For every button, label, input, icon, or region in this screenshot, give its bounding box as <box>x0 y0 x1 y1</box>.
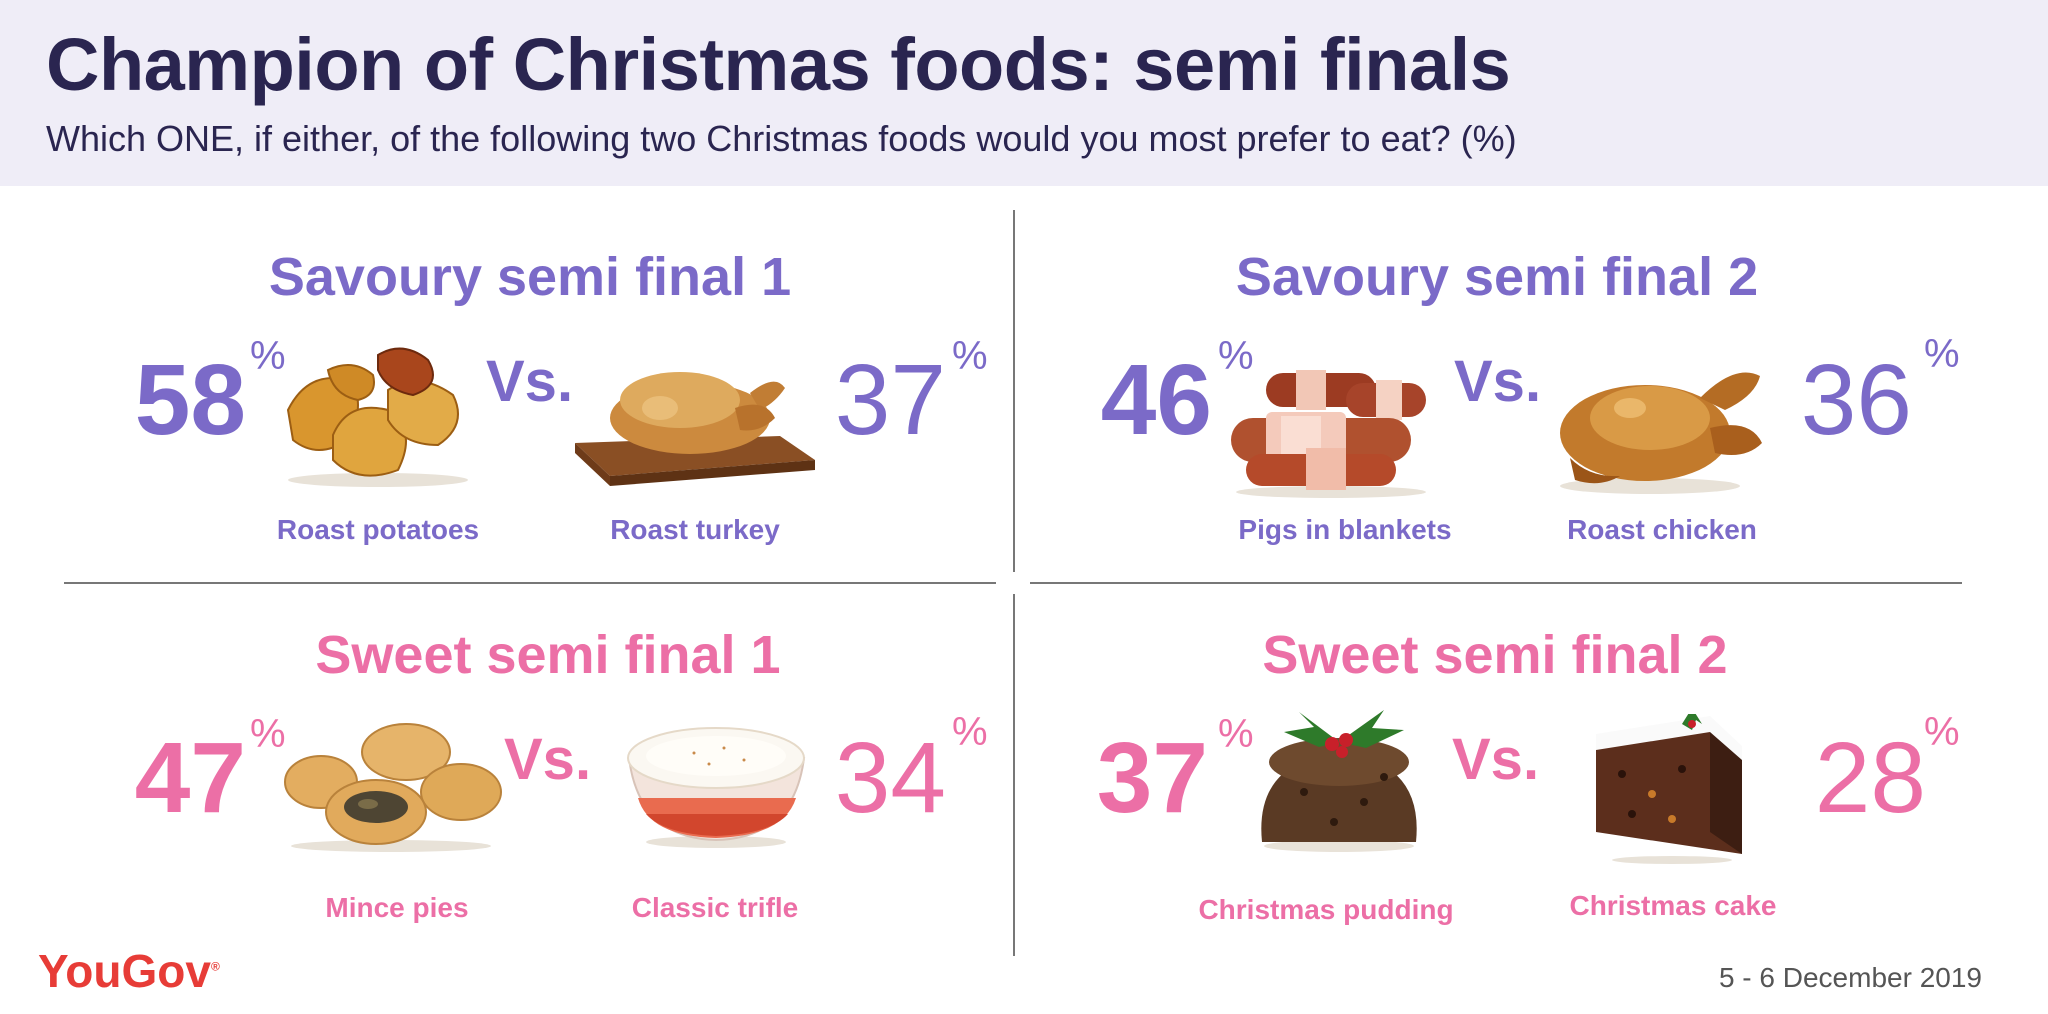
vertical-divider-top <box>1013 210 1015 572</box>
registered-mark: ® <box>210 959 220 974</box>
yougov-logo: YouGov® <box>38 944 220 998</box>
matchup-title: Sweet semi final 1 <box>315 625 781 685</box>
percent-sign: % <box>1218 334 1254 378</box>
percent-sign: % <box>1218 712 1254 756</box>
percent-sign: % <box>1924 332 1960 376</box>
matchup-title: Savoury semi final 1 <box>268 247 792 307</box>
mince-pies-icon <box>284 723 502 852</box>
winner-percentage: 37 <box>1096 722 1208 834</box>
food-label: Christmas cake <box>1569 890 1777 921</box>
food-label: Christmas pudding <box>1198 894 1454 925</box>
food-label: Pigs in blankets <box>1238 514 1452 545</box>
roast-chicken-icon <box>1560 372 1762 494</box>
runner-up-percentage: 36 <box>1800 344 1912 456</box>
classic-trifle-icon <box>627 727 806 848</box>
roast-potatoes-icon <box>286 347 468 487</box>
matchup-title: Savoury semi final 2 <box>1235 247 1759 307</box>
vertical-divider-bottom <box>1013 594 1015 956</box>
horizontal-divider-right <box>1030 582 1962 584</box>
food-label: Roast chicken <box>1567 514 1757 545</box>
runner-up-percentage: 28 <box>1814 722 1926 834</box>
horizontal-divider-left <box>64 582 996 584</box>
header-banner: Champion of Christmas foods: semi finals… <box>0 0 2048 186</box>
page-subtitle: Which ONE, if either, of the following t… <box>46 118 1517 159</box>
matchup-title: Sweet semi final 2 <box>1262 625 1728 685</box>
winner-percentage: 46 <box>1100 344 1212 456</box>
percent-sign: % <box>952 334 988 378</box>
food-label: Classic trifle <box>631 892 799 923</box>
pigs-in-blankets-icon <box>1231 370 1426 498</box>
vs-label: Vs. <box>1452 727 1540 792</box>
christmas-pudding-icon <box>1261 710 1417 852</box>
vs-label: Vs. <box>486 349 574 414</box>
percent-sign: % <box>1924 710 1960 754</box>
vs-label: Vs. <box>1454 349 1542 414</box>
food-label: Roast turkey <box>610 514 780 545</box>
winner-percentage: 58 <box>134 344 246 456</box>
food-label: Roast potatoes <box>276 514 480 545</box>
winner-percentage: 47 <box>134 722 246 834</box>
food-label: Mince pies <box>325 892 469 923</box>
roast-turkey-icon <box>575 372 815 486</box>
vs-label: Vs. <box>504 727 592 792</box>
percent-sign: % <box>250 712 286 756</box>
christmas-cake-icon <box>1596 714 1742 864</box>
percent-sign: % <box>952 710 988 754</box>
percent-sign: % <box>250 334 286 378</box>
page-title: Champion of Christmas foods: semi finals <box>46 23 1511 106</box>
survey-date: 5 - 6 December 2019 <box>1718 962 1982 993</box>
runner-up-percentage: 34 <box>834 722 946 834</box>
brand-name: YouGov <box>38 945 211 997</box>
runner-up-percentage: 37 <box>834 344 946 456</box>
